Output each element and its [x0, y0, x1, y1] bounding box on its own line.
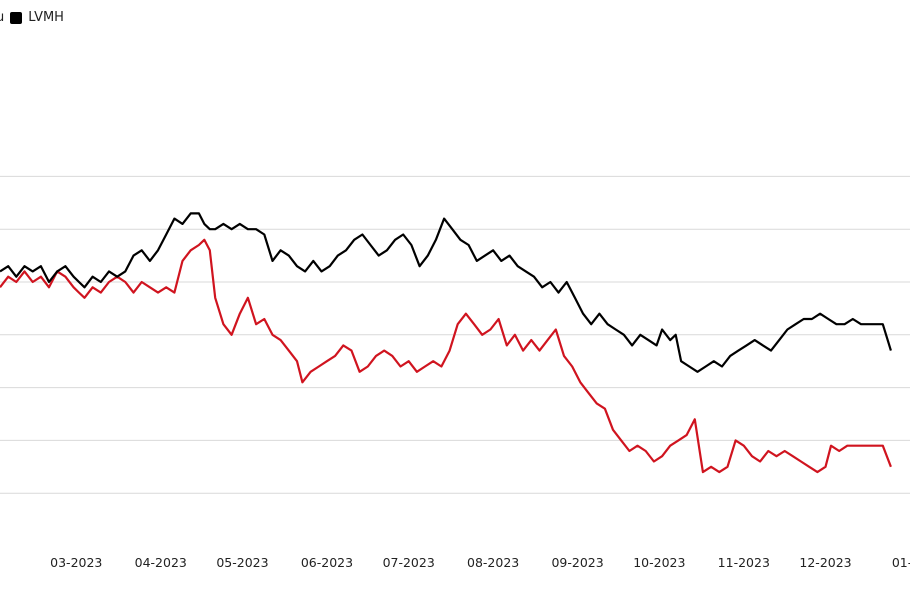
legend-item-series-2: LVMH — [10, 10, 64, 25]
series-lines — [0, 212, 892, 474]
x-tick-label-10: 12-2023 — [799, 555, 851, 570]
x-tick-label-11: 01-20 — [892, 555, 910, 570]
x-tick-label-1: 03-2023 — [50, 555, 102, 570]
series-line-red — [0, 238, 892, 474]
x-tick-label-5: 07-2023 — [383, 555, 435, 570]
x-tick-label-9: 11-2023 — [718, 555, 770, 570]
chart-legend: u LVMH — [0, 10, 70, 25]
x-tick-label-2: 04-2023 — [135, 555, 187, 570]
x-tick-label-3: 05-2023 — [216, 555, 268, 570]
x-tick-label-7: 09-2023 — [551, 555, 603, 570]
gridlines — [0, 175, 910, 494]
x-axis-ticks: 03-2023 04-2023 05-2023 06-2023 07-2023 08-20… — [50, 555, 910, 570]
x-tick-label-4: 06-2023 — [301, 555, 353, 570]
x-tick-label-8: 10-2023 — [633, 555, 685, 570]
legend-label-lvmh: LVMH — [28, 10, 64, 25]
x-tick-label-6: 08-2023 — [467, 555, 519, 570]
legend-swatch-lvmh — [10, 11, 23, 24]
legend-item-series-1: u — [0, 10, 4, 25]
legend-label-series-1: u — [0, 10, 5, 25]
series-line-lvmh — [0, 212, 892, 373]
